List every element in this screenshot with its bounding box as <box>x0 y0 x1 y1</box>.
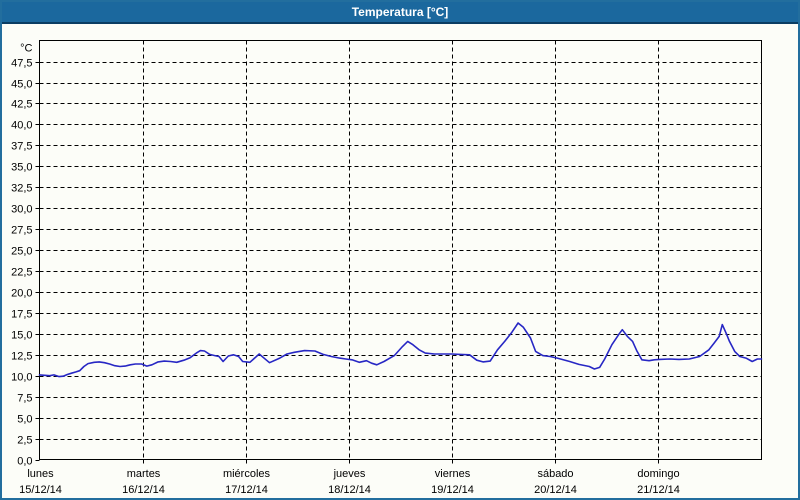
x-day-label: jueves <box>333 468 366 480</box>
y-tick-label: 7,5 <box>17 393 32 405</box>
x-day-label: miércoles <box>223 468 271 480</box>
x-date-label: 19/12/14 <box>431 484 474 496</box>
temperature-chart: 0,0 2,5 5,0 7,5 10,0 12,5 15,0 17,5 20,0 22,5 25,0… <box>11 40 763 496</box>
axis-ticks <box>35 62 659 464</box>
gridlines <box>39 40 762 460</box>
y-tick-label: 32,5 <box>11 183 32 195</box>
x-day-label: martes <box>127 468 161 480</box>
y-axis-labels: 0,0 2,5 5,0 7,5 10,0 12,5 15,0 17,5 20,0 22,5 25,0… <box>11 43 32 468</box>
window-titlebar[interactable]: Temperatura [°C] <box>2 2 798 24</box>
x-day-label: domingo <box>637 468 679 480</box>
y-tick-label: 47,5 <box>11 58 32 70</box>
chart-area: 0,0 2,5 5,0 7,5 10,0 12,5 15,0 17,5 20,0 22,5 25,0… <box>2 24 798 498</box>
y-tick-label: 35,0 <box>11 162 32 174</box>
y-tick-label: 0,0 <box>17 456 32 468</box>
x-date-label: 17/12/14 <box>225 484 268 496</box>
y-tick-label: 37,5 <box>11 141 32 153</box>
series-temperatura <box>38 322 763 378</box>
y-tick-label: 30,0 <box>11 204 32 216</box>
window-title: Temperatura [°C] <box>351 5 449 19</box>
y-tick-label: 22,5 <box>11 267 32 279</box>
x-date-label: 16/12/14 <box>122 484 165 496</box>
x-date-label: 20/12/14 <box>534 484 577 496</box>
y-tick-label: 42,5 <box>11 99 32 111</box>
y-tick-label: 20,0 <box>11 288 32 300</box>
y-tick-label: 27,5 <box>11 225 32 237</box>
y-tick-label: 25,0 <box>11 246 32 258</box>
y-axis-unit-label: °C <box>20 43 32 55</box>
x-day-label: viernes <box>435 468 471 480</box>
y-tick-label: 5,0 <box>17 414 32 426</box>
temperature-line <box>38 322 763 378</box>
x-day-label: sábado <box>537 468 573 480</box>
y-tick-label: 2,5 <box>17 435 32 447</box>
x-date-label: 15/12/14 <box>19 484 62 496</box>
x-date-label: 21/12/14 <box>637 484 680 496</box>
y-tick-label: 15,0 <box>11 330 32 342</box>
y-tick-label: 10,0 <box>11 372 32 384</box>
y-tick-label: 12,5 <box>11 351 32 363</box>
x-date-label: 18/12/14 <box>328 484 371 496</box>
y-tick-label: 40,0 <box>11 120 32 132</box>
y-tick-label: 45,0 <box>11 79 32 91</box>
y-tick-label: 17,5 <box>11 309 32 321</box>
x-day-label: lunes <box>27 468 54 480</box>
x-axis-labels: lunes 15/12/14 martes 16/12/14 miércoles 17/1… <box>19 468 680 496</box>
